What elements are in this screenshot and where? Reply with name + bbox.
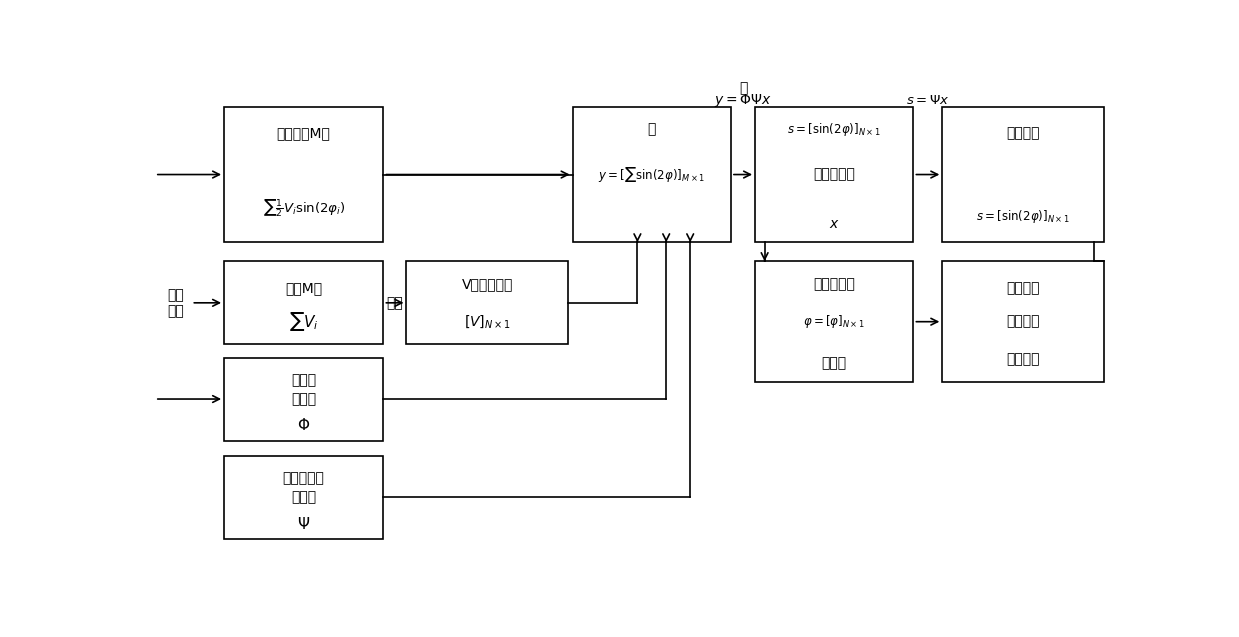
- Bar: [943, 261, 1104, 382]
- Text: 的稀疏表示: 的稀疏表示: [813, 168, 855, 182]
- Bar: [224, 106, 383, 243]
- Bar: [755, 261, 913, 382]
- Text: 积分
运算: 积分 运算: [167, 288, 185, 318]
- Text: $\varphi=[\varphi]_{N\times1}$: $\varphi=[\varphi]_{N\times1}$: [803, 313, 865, 330]
- Text: 解: 解: [738, 81, 747, 95]
- Text: $\sum\frac{1}{2}V_i\sin(2\varphi_i)$: $\sum\frac{1}{2}V_i\sin(2\varphi_i)$: [263, 197, 344, 219]
- Text: $y=\Phi\Psi x$: $y=\Phi\Psi x$: [714, 92, 772, 110]
- Text: V的完整分布: V的完整分布: [461, 277, 513, 291]
- Text: 采样得到M个: 采样得到M个: [276, 126, 331, 140]
- Bar: [406, 261, 567, 345]
- Text: 各点距离: 各点距离: [1006, 315, 1040, 329]
- Text: $x$: $x$: [829, 217, 840, 231]
- Text: 快速傅立叶: 快速傅立叶: [282, 471, 325, 485]
- Text: 完成成像: 完成成像: [1006, 352, 1040, 366]
- Text: 待测信号: 待测信号: [1006, 126, 1040, 140]
- Text: $s=\Psi x$: $s=\Psi x$: [906, 94, 949, 108]
- Bar: [943, 106, 1104, 243]
- Text: 变换基: 变换基: [291, 490, 316, 504]
- Text: 得到M个: 得到M个: [285, 281, 322, 295]
- Bar: [224, 357, 383, 441]
- Text: 高斯随: 高斯随: [291, 373, 316, 387]
- Text: 的分布: 的分布: [821, 356, 846, 370]
- Text: $\Phi$: $\Phi$: [297, 417, 310, 433]
- Bar: [755, 106, 913, 243]
- Text: 各点相位差: 各点相位差: [813, 277, 855, 291]
- Text: 相位法求: 相位法求: [1006, 281, 1040, 295]
- Bar: [224, 261, 383, 345]
- Text: 机矩阵: 机矩阵: [291, 392, 316, 406]
- Bar: [224, 455, 383, 539]
- Bar: [572, 106, 731, 243]
- Text: $s=[\sin(2\varphi)]_{N\times1}$: $s=[\sin(2\varphi)]_{N\times1}$: [787, 121, 881, 138]
- Text: $s=[\sin(2\varphi)]_{N\times1}$: $s=[\sin(2\varphi)]_{N\times1}$: [976, 208, 1069, 224]
- Text: $\sum V_i$: $\sum V_i$: [289, 310, 318, 333]
- Text: 重构: 重构: [387, 296, 404, 310]
- Text: $y=[\sum\sin(2\varphi)]_{M\times1}$: $y=[\sum\sin(2\varphi)]_{M\times1}$: [598, 165, 705, 184]
- Text: $[V]_{N\times1}$: $[V]_{N\times1}$: [463, 313, 510, 330]
- Text: 令: 令: [648, 122, 655, 136]
- Text: $\Psi$: $\Psi$: [297, 515, 310, 531]
